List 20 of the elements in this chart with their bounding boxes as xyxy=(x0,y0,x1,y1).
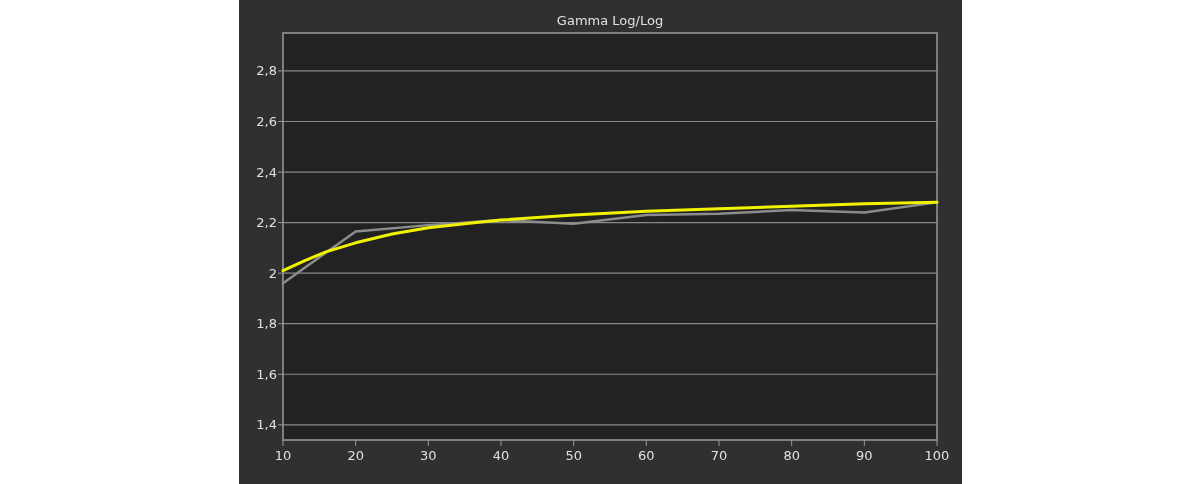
x-tick-label: 50 xyxy=(565,448,582,463)
x-tick-label: 70 xyxy=(710,448,728,463)
x-tick-label: 60 xyxy=(638,448,655,463)
y-tick-label: 1,8 xyxy=(256,316,277,332)
y-tick-label: 1,4 xyxy=(256,417,277,433)
x-tick-label: 90 xyxy=(856,448,873,463)
line-series xyxy=(281,200,939,273)
y-tick-label: 2,2 xyxy=(256,215,277,231)
x-tick-label: 20 xyxy=(347,448,364,463)
y-tick-label: 2,8 xyxy=(256,63,277,79)
y-tick-label: 1,6 xyxy=(256,366,277,382)
chart-title: Gamma Log/Log xyxy=(556,13,664,28)
x-tick-label: 30 xyxy=(420,448,437,463)
y-tick-label: 2,6 xyxy=(256,114,277,130)
x-tick-label: 100 xyxy=(924,448,950,463)
x-tick-label: 80 xyxy=(783,448,800,463)
y-tick-label: 2 xyxy=(268,265,277,281)
x-tick-label: 10 xyxy=(274,448,292,463)
x-tick-label: 40 xyxy=(492,448,510,463)
y-tick-label: 2,4 xyxy=(256,164,277,180)
